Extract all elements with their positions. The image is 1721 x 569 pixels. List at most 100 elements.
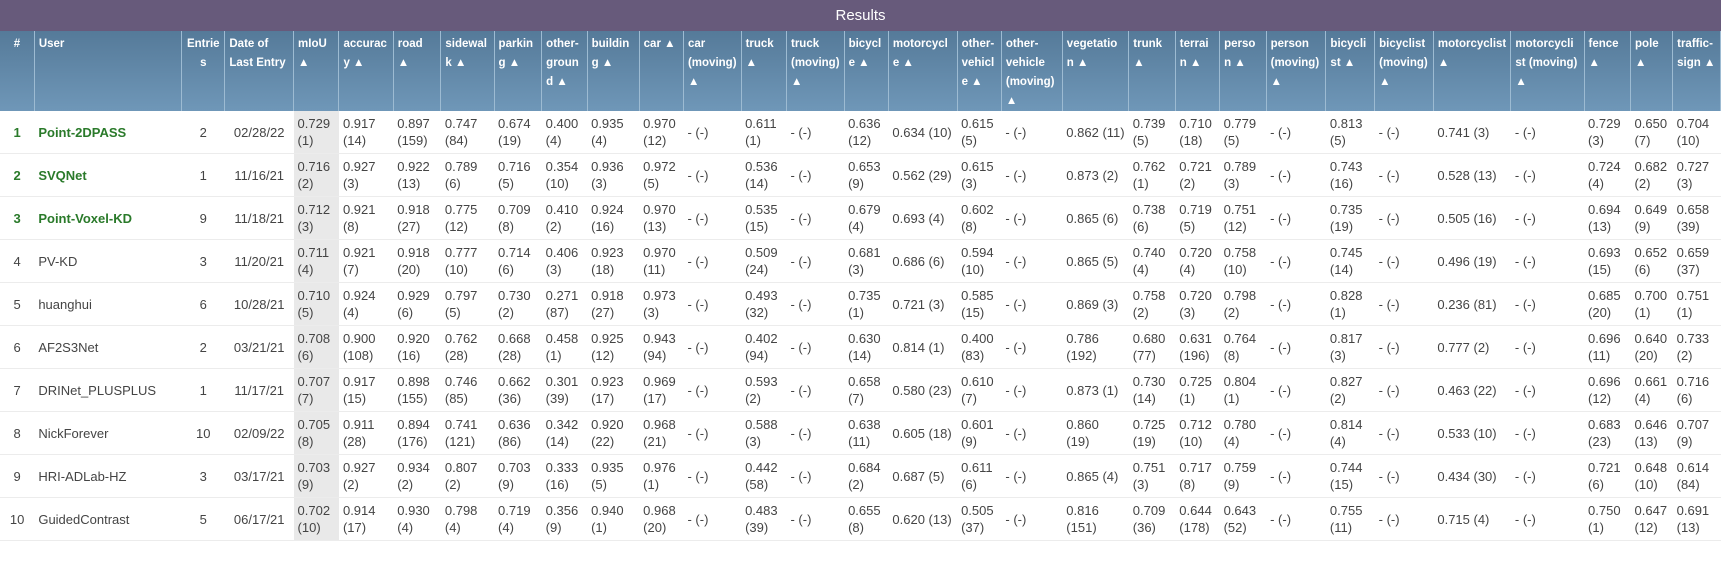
metric-cell: 0.580 (23) (892, 382, 952, 398)
table-row: 6 AF2S3Net 2 03/21/21 0.708 (6) 0.900 (108) 0.… (0, 325, 1721, 369)
metric-cell: 0.751 (12) (1223, 202, 1257, 234)
metric-cell: 0.721 (3) (892, 296, 945, 312)
user-cell[interactable]: HRI-ADLab-HZ (38, 468, 127, 484)
column-header-30[interactable]: traffic-sign ▲ (1672, 31, 1721, 111)
metric-cell: - (-) (1378, 167, 1400, 183)
column-header-20[interactable]: trunk ▲ (1128, 31, 1176, 111)
column-header-8[interactable]: parking ▲ (494, 31, 543, 111)
metric-cell: 0.789 (3) (1223, 159, 1257, 191)
column-header-29[interactable]: pole ▲ (1630, 31, 1674, 111)
metric-cell: 0.710 (5) (293, 282, 339, 326)
metric-cell: 0.786 (192) (1066, 331, 1099, 363)
metric-cell: 0.400 (4) (545, 116, 579, 148)
metric-cell: 0.865 (5) (1066, 253, 1119, 269)
metric-cell: 0.562 (29) (892, 167, 952, 183)
table-row: 3 Point-Voxel-KD 9 11/18/21 0.712 (3) 0.921 (… (0, 196, 1721, 240)
metric-cell: - (-) (1005, 210, 1027, 226)
table-row: 2 SVQNet 1 11/16/21 0.716 (2) 0.927 (3) 0.922 … (0, 153, 1721, 197)
date-cell: 02/28/22 (233, 124, 285, 140)
metric-cell: 0.536 (14) (745, 159, 778, 191)
metric-cell: 0.679 (4) (848, 202, 881, 234)
column-header-4[interactable]: mIoU ▲ (293, 31, 340, 111)
entries-cell: 2 (199, 124, 207, 140)
metric-cell: 0.920 (16) (397, 331, 430, 363)
column-header-6[interactable]: road ▲ (393, 31, 442, 111)
column-header-26[interactable]: motorcyclist ▲ (1433, 31, 1512, 111)
column-header-10[interactable]: building ▲ (587, 31, 640, 111)
user-cell[interactable]: SVQNet (38, 167, 87, 183)
entries-cell: 2 (199, 339, 207, 355)
rank-cell: 8 (13, 425, 21, 441)
user-cell[interactable]: PV-KD (38, 253, 78, 269)
column-header-24[interactable]: bicyclist ▲ (1325, 31, 1376, 111)
metric-cell: 0.646 (13) (1634, 417, 1668, 449)
table-row: 9 HRI-ADLab-HZ 3 03/17/21 0.703 (9) 0.927 (2)… (0, 454, 1721, 498)
column-header-7[interactable]: sidewalk ▲ (440, 31, 495, 111)
metric-cell: 0.700 (1) (1634, 288, 1668, 320)
column-header-22[interactable]: person ▲ (1219, 31, 1267, 111)
metric-cell: 0.647 (12) (1634, 503, 1668, 535)
column-header-14[interactable]: truck (moving) ▲ (786, 31, 845, 111)
metric-cell: - (-) (1270, 253, 1292, 269)
metric-cell: - (-) (790, 468, 812, 484)
user-cell[interactable]: Point-Voxel-KD (38, 210, 132, 226)
metric-cell: 0.745 (14) (1329, 245, 1363, 277)
rank-cell: 1 (13, 124, 21, 140)
column-header-25[interactable]: bicyclist (moving) ▲ (1374, 31, 1434, 111)
column-header-19[interactable]: vegetation ▲ (1062, 31, 1130, 111)
metric-cell: 0.733 (2) (1676, 331, 1710, 363)
column-header-18[interactable]: other-vehicle (moving) ▲ (1001, 31, 1063, 111)
metric-cell: - (-) (1270, 425, 1292, 441)
column-header-15[interactable]: bicycle ▲ (844, 31, 889, 111)
metric-cell: - (-) (1378, 210, 1400, 226)
column-header-27[interactable]: motorcyclist (moving) ▲ (1510, 31, 1585, 111)
metric-cell: 0.655 (8) (848, 503, 881, 535)
user-cell[interactable]: NickForever (38, 425, 109, 441)
metric-cell: 0.716 (6) (1676, 374, 1710, 406)
table-row: 5 huanghui 6 10/28/21 0.710 (5) 0.924 (4) 0.92… (0, 282, 1721, 326)
metric-cell: 0.721 (6) (1588, 460, 1621, 492)
metric-cell: 0.236 (81) (1437, 296, 1497, 312)
metric-cell: 0.735 (19) (1329, 202, 1363, 234)
user-cell[interactable]: AF2S3Net (38, 339, 99, 355)
metric-cell: - (-) (687, 253, 709, 269)
metric-cell: 0.704 (10) (1676, 116, 1710, 148)
user-cell[interactable]: Point-2DPASS (38, 124, 127, 140)
column-header-17[interactable]: other-vehicle ▲ (957, 31, 1002, 111)
column-header-28[interactable]: fence ▲ (1584, 31, 1632, 111)
metric-cell: 0.920 (22) (591, 417, 624, 449)
metric-cell: 0.777 (10) (444, 245, 478, 277)
user-cell[interactable]: GuidedContrast (38, 511, 130, 527)
metric-cell: 0.817 (3) (1329, 331, 1363, 363)
user-cell[interactable]: DRINet_PLUSPLUS (38, 382, 157, 398)
metric-cell: - (-) (1005, 339, 1027, 355)
metric-cell: - (-) (687, 210, 709, 226)
header-row: # User Entries Date of Last Entry mIoU ▲ accu… (0, 31, 1721, 111)
column-header-11[interactable]: car ▲ (639, 31, 684, 111)
metric-cell: 0.759 (9) (1223, 460, 1257, 492)
metric-cell: 0.696 (11) (1588, 331, 1621, 363)
metric-cell: - (-) (687, 167, 709, 183)
metric-cell: 0.744 (15) (1329, 460, 1363, 492)
metric-cell: - (-) (790, 339, 812, 355)
metric-cell: 0.918 (27) (397, 202, 430, 234)
metric-cell: 0.406 (3) (545, 245, 579, 277)
metric-cell: - (-) (1514, 124, 1536, 140)
user-cell[interactable]: huanghui (38, 296, 92, 312)
column-header-16[interactable]: motorcycle ▲ (888, 31, 958, 111)
column-header-12[interactable]: car (moving) ▲ (683, 31, 742, 111)
metric-cell: 0.714 (6) (498, 245, 531, 277)
column-header-5[interactable]: accuracy ▲ (338, 31, 394, 111)
column-header-13[interactable]: truck ▲ (741, 31, 787, 111)
column-header-9[interactable]: other-ground ▲ (541, 31, 588, 111)
metric-cell: 0.708 (6) (293, 325, 339, 369)
column-header-23[interactable]: person (moving) ▲ (1266, 31, 1327, 111)
column-header-21[interactable]: terrain ▲ (1175, 31, 1221, 111)
entries-cell: 6 (199, 296, 207, 312)
metric-cell: 0.715 (4) (1437, 511, 1490, 527)
metric-cell: 0.271 (87) (545, 288, 579, 320)
metric-cell: 0.636 (12) (848, 116, 881, 148)
metric-cell: 0.976 (1) (643, 460, 676, 492)
metric-cell: 0.741 (121) (444, 417, 478, 449)
metric-cell: 0.750 (1) (1588, 503, 1621, 535)
